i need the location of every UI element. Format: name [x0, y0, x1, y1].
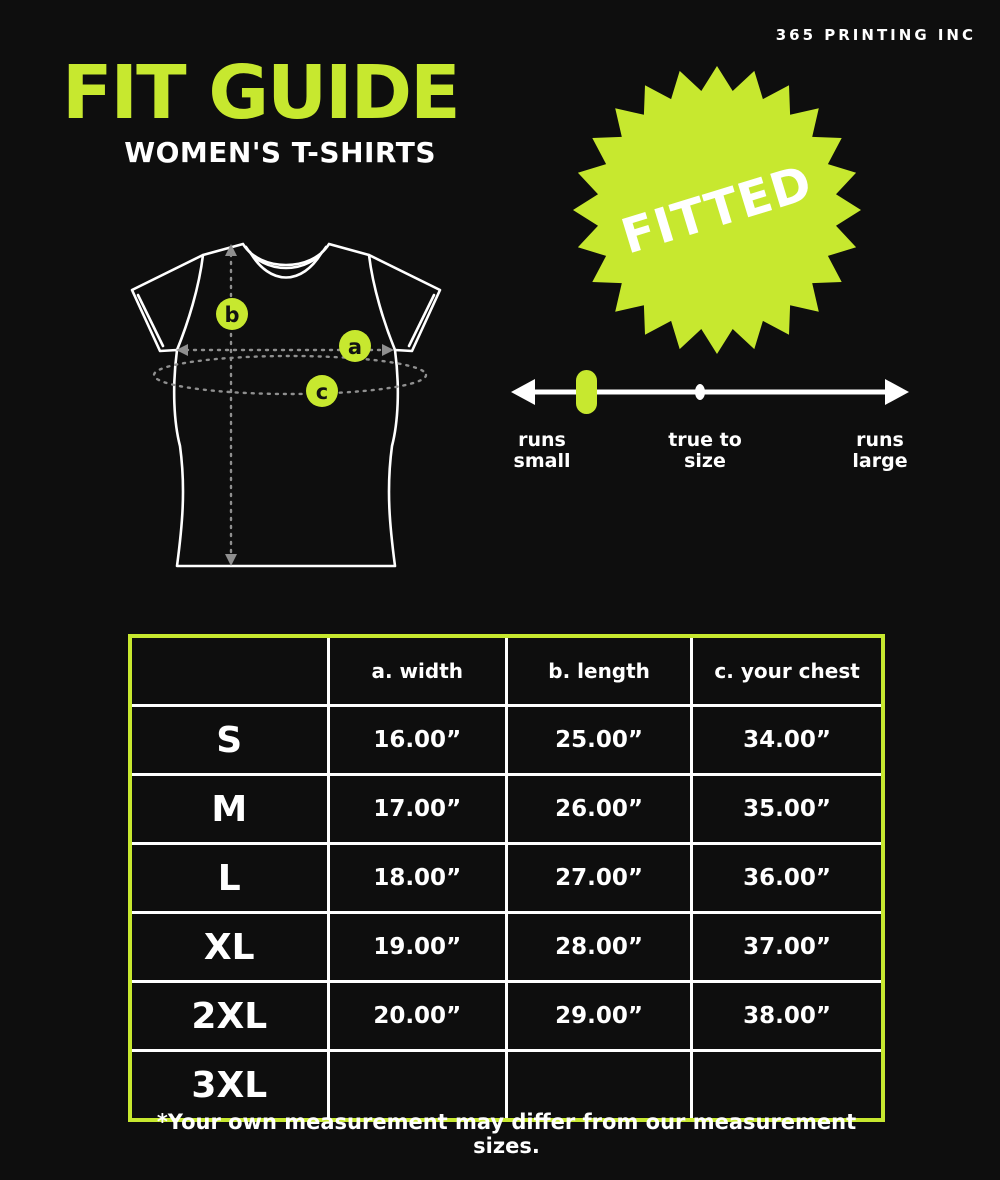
tshirt-measurement-diagram: b a c — [130, 242, 442, 568]
column-header-chest: c. your chest — [690, 634, 885, 707]
table-row: S 16.00” 25.00” 34.00” — [128, 704, 885, 776]
true-to-size-label: true to size — [668, 429, 742, 473]
marker-c-label: c — [316, 380, 328, 404]
table-row: M 17.00” 26.00” 35.00” — [128, 773, 885, 845]
chest-cell — [690, 1049, 885, 1122]
length-cell: 28.00” — [504, 911, 694, 983]
length-cell: 27.00” — [504, 842, 694, 914]
width-cell: 20.00” — [326, 980, 508, 1052]
table-row: XL 19.00” 28.00” 37.00” — [128, 911, 885, 983]
length-marker-icon: b — [216, 298, 248, 330]
table-row: 3XL — [128, 1049, 885, 1122]
length-cell: 25.00” — [504, 704, 694, 776]
chest-marker-icon: c — [306, 375, 338, 407]
marker-b-label: b — [224, 303, 239, 327]
chest-measure-ellipse — [152, 354, 428, 396]
chest-cell: 36.00” — [690, 842, 885, 914]
length-cell: 29.00” — [504, 980, 694, 1052]
right-arrowhead-icon — [885, 379, 909, 405]
width-cell: 16.00” — [326, 704, 508, 776]
chest-cell: 35.00” — [690, 773, 885, 845]
chest-cell: 34.00” — [690, 704, 885, 776]
tshirt-outline-icon — [130, 242, 442, 568]
size-cell: 3XL — [128, 1049, 330, 1122]
true-to-size-dot-icon — [695, 384, 705, 400]
column-header-length: b. length — [504, 634, 694, 707]
size-cell: M — [128, 773, 330, 845]
left-arrowhead-icon — [511, 379, 535, 405]
width-marker-icon: a — [339, 330, 371, 362]
size-cell: S — [128, 704, 330, 776]
chest-cell: 38.00” — [690, 980, 885, 1052]
page-subtitle: WOMEN'S T-SHIRTS — [124, 136, 436, 169]
brand-name: 365 PRINTING INC — [775, 26, 976, 44]
page-title: FIT GUIDE — [62, 50, 461, 136]
footnote: *Your own measurement may differ from ou… — [156, 1110, 857, 1158]
size-cell: XL — [128, 911, 330, 983]
table-header-row: a. width b. length c. your chest — [128, 634, 885, 707]
width-cell: 17.00” — [326, 773, 508, 845]
column-header-size — [128, 634, 330, 707]
marker-a-label: a — [348, 335, 362, 359]
width-cell — [326, 1049, 508, 1122]
width-measure-line — [176, 344, 394, 356]
table-row: L 18.00” 27.00” 36.00” — [128, 842, 885, 914]
width-cell: 19.00” — [326, 911, 508, 983]
size-table: a. width b. length c. your chest S 16.00… — [128, 634, 885, 1122]
runs-large-label: runs large — [852, 429, 908, 473]
runs-small-label: runs small — [513, 429, 571, 473]
fit-scale-labels: runs small true to size runs large — [505, 429, 915, 490]
fitted-badge: FITTED — [571, 64, 863, 356]
length-cell: 26.00” — [504, 773, 694, 845]
column-header-width: a. width — [326, 634, 508, 707]
size-cell: L — [128, 842, 330, 914]
fit-scale-arrow — [511, 370, 909, 414]
size-cell: 2XL — [128, 980, 330, 1052]
fit-position-marker-icon — [576, 370, 597, 414]
fit-scale: runs small true to size runs large — [505, 366, 915, 506]
length-measure-line — [225, 244, 237, 566]
table-row: 2XL 20.00” 29.00” 38.00” — [128, 980, 885, 1052]
starburst-icon — [573, 66, 861, 354]
length-cell — [504, 1049, 694, 1122]
title-block: FIT GUIDE WOMEN'S T-SHIRTS — [62, 50, 461, 169]
width-cell: 18.00” — [326, 842, 508, 914]
chest-cell: 37.00” — [690, 911, 885, 983]
